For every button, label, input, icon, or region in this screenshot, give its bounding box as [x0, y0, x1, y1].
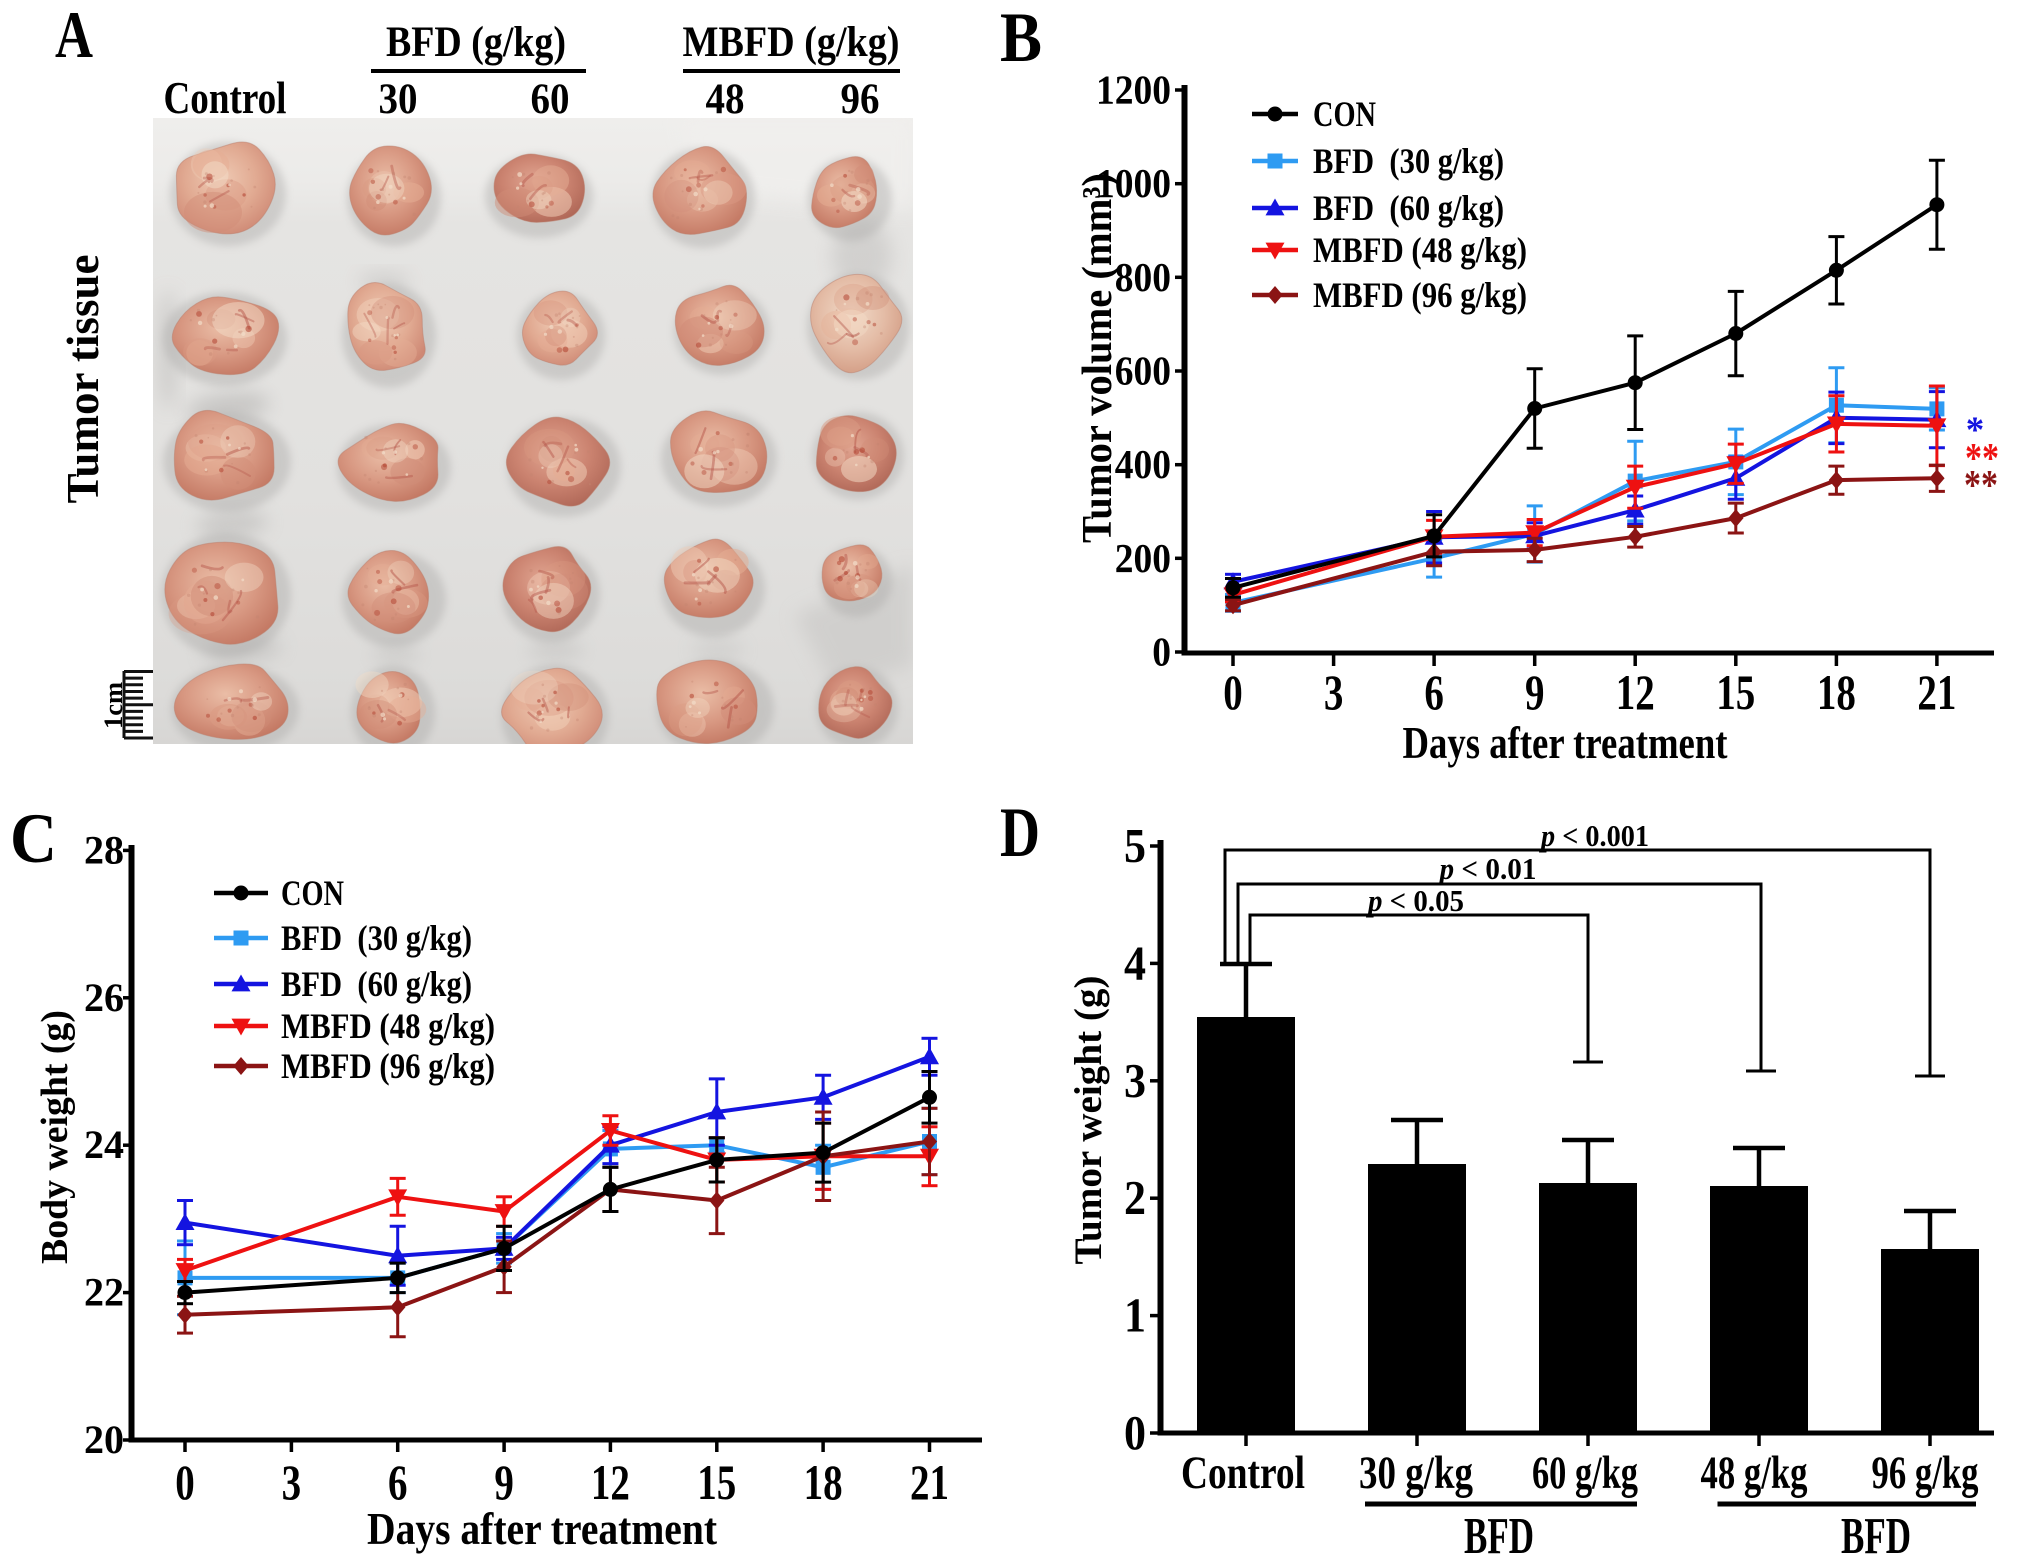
svg-text:0: 0: [1223, 664, 1243, 720]
svg-text:3: 3: [1124, 1053, 1146, 1108]
svg-text:96 g/kg: 96 g/kg: [1872, 1447, 1979, 1499]
svg-text:p < 0.05: p < 0.05: [1365, 883, 1464, 918]
svg-text:60: 60: [531, 76, 570, 123]
svg-text:BFD: BFD: [1841, 1508, 1911, 1565]
svg-text:12: 12: [591, 1454, 630, 1510]
svg-text:22: 22: [84, 1270, 124, 1315]
svg-text:CON: CON: [1313, 94, 1376, 134]
svg-text:30: 30: [379, 76, 418, 123]
svg-text:12: 12: [1616, 664, 1655, 720]
svg-text:Days after treatment: Days after treatment: [1403, 717, 1729, 768]
svg-text:1: 1: [1124, 1288, 1146, 1343]
svg-text:18: 18: [1817, 664, 1856, 720]
svg-text:BFD (60 g/kg): BFD (60 g/kg): [281, 964, 472, 1004]
svg-text:26: 26: [84, 975, 124, 1020]
svg-text:D: D: [1000, 794, 1040, 872]
svg-text:C: C: [10, 800, 57, 878]
svg-text:Body weight (g): Body weight (g): [34, 1010, 76, 1264]
svg-text:0: 0: [1124, 1405, 1146, 1460]
svg-text:**: **: [1964, 463, 1998, 509]
svg-text:0: 0: [1152, 629, 1171, 675]
svg-text:3: 3: [282, 1454, 302, 1510]
svg-text:48 g/kg: 48 g/kg: [1701, 1447, 1808, 1499]
svg-text:Control: Control: [1181, 1447, 1305, 1499]
svg-text:15: 15: [697, 1454, 736, 1510]
svg-text:p < 0.001: p < 0.001: [1538, 818, 1649, 853]
svg-text:MBFD (96 g/kg): MBFD (96 g/kg): [1313, 275, 1527, 315]
svg-text:21: 21: [910, 1454, 949, 1510]
svg-text:21: 21: [1917, 664, 1956, 720]
svg-text:48: 48: [706, 76, 745, 123]
svg-text:96: 96: [841, 76, 880, 123]
svg-text:9: 9: [494, 1454, 514, 1510]
svg-text:MBFD (48 g/kg): MBFD (48 g/kg): [1313, 230, 1527, 270]
svg-text:CON: CON: [281, 873, 344, 913]
svg-text:MBFD (48 g/kg): MBFD (48 g/kg): [281, 1006, 495, 1046]
svg-text:BFD (30 g/kg): BFD (30 g/kg): [281, 918, 472, 958]
svg-text:600: 600: [1115, 348, 1171, 394]
svg-text:2: 2: [1124, 1170, 1146, 1225]
svg-text:28: 28: [84, 827, 124, 872]
svg-text:800: 800: [1115, 254, 1171, 300]
svg-text:Tumor tissue: Tumor tissue: [58, 255, 108, 504]
svg-text:15: 15: [1716, 664, 1755, 720]
svg-text:24: 24: [84, 1122, 124, 1167]
svg-text:6: 6: [388, 1454, 408, 1510]
svg-text:**: **: [1965, 436, 1999, 482]
svg-text:Days after treatment: Days after treatment: [367, 1503, 718, 1554]
svg-text:BFD (60 g/kg): BFD (60 g/kg): [1313, 188, 1504, 228]
svg-text:1200: 1200: [1096, 67, 1171, 113]
svg-text:5: 5: [1124, 818, 1146, 873]
svg-text:A: A: [55, 0, 93, 72]
svg-text:4: 4: [1124, 935, 1146, 990]
svg-text:6: 6: [1424, 664, 1444, 720]
svg-text:MBFD (96 g/kg): MBFD (96 g/kg): [281, 1046, 495, 1086]
svg-text:9: 9: [1525, 664, 1545, 720]
svg-text:400: 400: [1115, 441, 1171, 487]
svg-text:BFD (30 g/kg): BFD (30 g/kg): [1313, 141, 1504, 181]
svg-text:200: 200: [1115, 535, 1171, 581]
svg-text:B: B: [1000, 0, 1042, 77]
svg-text:Tumor volume (mm³): Tumor volume (mm³): [1075, 173, 1121, 543]
svg-text:0: 0: [175, 1454, 195, 1510]
svg-text:3: 3: [1324, 664, 1344, 720]
svg-text:p < 0.01: p < 0.01: [1437, 851, 1537, 886]
svg-text:18: 18: [804, 1454, 843, 1510]
svg-text:30 g/kg: 30 g/kg: [1359, 1447, 1473, 1499]
svg-text:*: *: [1966, 410, 1985, 451]
svg-text:Control: Control: [164, 73, 287, 123]
svg-text:Tumor weight (g): Tumor weight (g): [1067, 976, 1110, 1265]
svg-text:BFD (g/kg): BFD (g/kg): [386, 19, 566, 66]
svg-text:1000: 1000: [1096, 160, 1171, 206]
svg-text:20: 20: [84, 1417, 124, 1462]
svg-text:60 g/kg: 60 g/kg: [1532, 1447, 1638, 1499]
svg-text:BFD: BFD: [1464, 1508, 1534, 1565]
svg-text:MBFD (g/kg): MBFD (g/kg): [683, 19, 900, 66]
